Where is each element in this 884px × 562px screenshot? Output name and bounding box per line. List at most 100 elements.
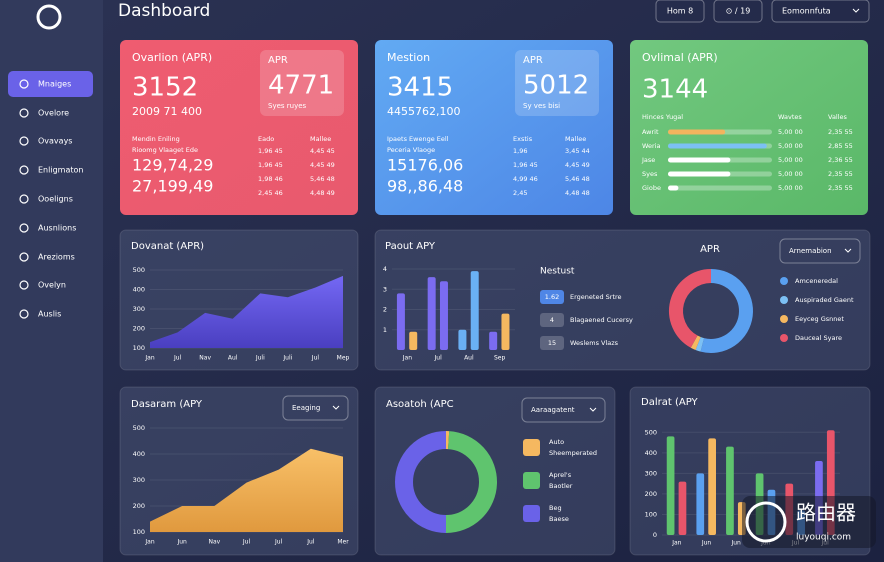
cell: 5,00 00 — [778, 156, 803, 164]
nav-item[interactable]: Ovelore — [38, 109, 69, 118]
stat-total: 15176,06 — [387, 156, 463, 175]
bar — [470, 271, 479, 350]
watermark-logo — [745, 501, 787, 543]
bar — [696, 473, 705, 535]
nav-icon — [19, 79, 29, 89]
donut-segment — [395, 431, 447, 533]
y-tick-label: 200 — [133, 502, 145, 510]
cell: 2,85 55 — [828, 142, 853, 150]
cell: 5,46 48 — [310, 175, 335, 183]
nav-icon — [19, 309, 29, 319]
nav-item[interactable]: Arezioms — [38, 253, 75, 262]
badge-text: 1.62 — [545, 293, 559, 301]
nav-item[interactable]: Ovelyn — [38, 281, 66, 290]
x-tick-label: Aul — [228, 355, 238, 362]
panel — [374, 229, 871, 371]
legend-label: Auto — [549, 438, 564, 446]
dropdown[interactable] — [521, 397, 606, 423]
x-tick-label: Aul — [464, 355, 474, 362]
header-button[interactable] — [771, 0, 870, 23]
legend-label: Beg — [549, 504, 562, 512]
row-label: Awrit — [642, 128, 659, 136]
nav-item[interactable]: Enligmaton — [38, 166, 83, 175]
card-title: Ovarlion (APR) — [132, 51, 212, 64]
badge — [540, 313, 564, 327]
stat-total: 98,,86,48 — [387, 177, 463, 196]
legend-label: Eeyceg Gsnnet — [795, 315, 844, 323]
cell: 4,45 49 — [310, 161, 335, 169]
active-nav — [8, 71, 93, 97]
cell: 1,96 45 — [258, 147, 283, 155]
nav-item[interactable]: Mnaiges — [38, 80, 71, 89]
dropdown-label: Aaraagatent — [531, 406, 575, 414]
x-tick-label: Mep — [337, 355, 350, 362]
card-value: 3144 — [642, 75, 708, 105]
chevron — [332, 405, 340, 410]
column-head: Exstis — [513, 135, 533, 143]
y-tick-label: 0 — [653, 531, 657, 539]
nav-icon — [19, 165, 29, 175]
chart-title: APR — [700, 244, 720, 255]
chevron — [844, 248, 852, 253]
header-button[interactable] — [713, 0, 763, 23]
stat-total: 129,74,29 — [132, 156, 213, 175]
apr-value: 5012 — [523, 71, 589, 101]
stat-label: Peceria Vlaoge — [387, 146, 435, 154]
y-tick-label: 3 — [383, 285, 387, 293]
nav-item[interactable]: Ausnlions — [38, 224, 76, 233]
panel-title: Nestust — [540, 267, 575, 277]
row-label: Syes — [642, 170, 658, 178]
badge-label: Ergeneted Srtre — [570, 293, 622, 301]
badge-label: Weslems Vlazs — [570, 339, 619, 347]
stat-label: Mendin Eniling — [132, 135, 180, 143]
legend-swatch — [780, 277, 788, 285]
apr-box — [515, 50, 599, 116]
cell: 1,96 45 — [258, 161, 283, 169]
cell: 2,45 — [513, 189, 527, 197]
donut-segment — [690, 335, 701, 351]
cell: 2,35 55 — [828, 184, 853, 192]
chevron — [589, 407, 597, 412]
cell: 3,45 44 — [565, 147, 590, 155]
column-head: Valles — [828, 113, 848, 121]
cell: 1,98 46 — [258, 175, 283, 183]
cell: 1,96 — [513, 147, 527, 155]
cell: 1,96 45 — [513, 161, 538, 169]
dropdown[interactable] — [779, 238, 861, 264]
cell: 2,36 55 — [828, 156, 853, 164]
x-tick-label: Jun — [176, 539, 187, 546]
area — [150, 448, 343, 532]
dropdown[interactable] — [282, 395, 349, 421]
x-tick-label: Nav — [208, 539, 220, 546]
progress-bar — [668, 157, 731, 163]
row-label: Giobe — [642, 184, 661, 192]
cell: 5,46 48 — [565, 175, 590, 183]
legend-label: Sheemperated — [549, 449, 597, 457]
cell: 5,00 00 — [778, 170, 803, 178]
stat-label: Ipaets Ewenge Eell — [387, 135, 449, 143]
cell: 2,35 55 — [828, 170, 853, 178]
bar — [489, 331, 498, 350]
cell: 2,45 46 — [258, 189, 283, 197]
legend-swatch — [523, 472, 540, 489]
header-button[interactable] — [655, 0, 705, 23]
nav-item[interactable]: Ooeligns — [38, 195, 73, 204]
x-tick-label: Jul — [306, 539, 315, 546]
table-head: Hinces Yugal — [642, 113, 683, 121]
watermark-text: 路由器 — [796, 501, 856, 525]
nav-icon — [19, 136, 29, 146]
legend-label: Aprel's — [549, 471, 572, 479]
y-tick-label: 1 — [383, 326, 387, 334]
nav-item[interactable]: Ovavays — [38, 137, 72, 146]
nav-item[interactable]: Auslis — [38, 310, 61, 319]
bar — [678, 481, 687, 535]
apr-box — [260, 50, 344, 116]
y-tick-label: 400 — [645, 449, 657, 457]
y-tick-label: 300 — [645, 469, 657, 477]
bar — [501, 313, 510, 350]
legend-swatch — [523, 439, 540, 456]
stat-card — [120, 40, 358, 215]
apr-value: 4771 — [268, 71, 334, 101]
cell: 2,35 55 — [828, 128, 853, 136]
x-tick-label: Juli — [255, 355, 265, 362]
